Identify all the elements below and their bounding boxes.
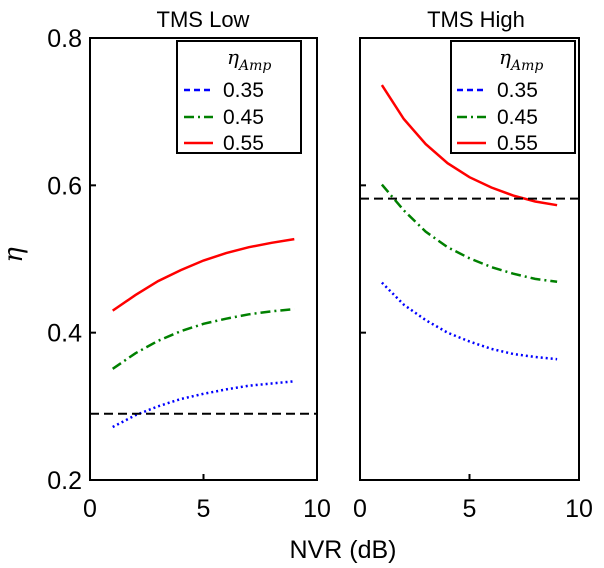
- right-x-tick-label-2: 10: [565, 495, 593, 523]
- y-axis-label: η: [0, 247, 29, 263]
- right-ticks: 0 5 10: [353, 37, 593, 523]
- right-legend-label-2: 0.55: [497, 132, 538, 155]
- left-x-tick-label-2: 10: [303, 495, 331, 523]
- left-y-tick-label-1: 0.4: [47, 320, 82, 348]
- right-legend-title: ηAmp: [499, 45, 543, 74]
- left-legend-title: ηAmp: [227, 45, 271, 74]
- right-legend: ηAmp 0.35 0.45 0.55: [450, 40, 576, 155]
- left-series-035: [112, 380, 295, 429]
- left-legend-box: [176, 40, 302, 154]
- right-x-tick-label-0: 0: [353, 495, 367, 523]
- left-y-tick-label-3: 0.8: [47, 25, 82, 53]
- left-panel-title: TMS Low: [157, 7, 250, 32]
- right-panel-title: TMS High: [427, 7, 525, 32]
- left-legend-label-2: 0.55: [223, 132, 264, 155]
- left-series: [90, 237, 317, 429]
- right-legend-label-1: 0.45: [497, 106, 538, 129]
- left-legend-label-1: 0.45: [223, 106, 264, 129]
- left-x-tick-label-0: 0: [83, 495, 97, 523]
- right-series: [360, 84, 579, 361]
- left-ticks: 0 5 10 0.2 0.4 0.6 0.8: [47, 25, 331, 523]
- right-x-tick-label-1: 5: [463, 495, 477, 523]
- left-series-055: [111, 237, 295, 312]
- right-series-045: [380, 183, 558, 284]
- left-y-tick-label-0: 0.2: [47, 467, 82, 495]
- left-y-tick-label-2: 0.6: [47, 172, 82, 200]
- left-legend-label-0: 0.35: [223, 79, 264, 102]
- left-series-045: [111, 307, 295, 370]
- right-series-055: [380, 84, 558, 207]
- right-series-035: [381, 281, 558, 361]
- right-legend-label-0: 0.35: [497, 79, 538, 102]
- right-legend-box: [450, 40, 576, 154]
- left-legend: ηAmp 0.35 0.45 0.55: [176, 40, 302, 155]
- x-axis-label: NVR (dB): [290, 536, 397, 564]
- left-x-tick-label-1: 5: [197, 495, 211, 523]
